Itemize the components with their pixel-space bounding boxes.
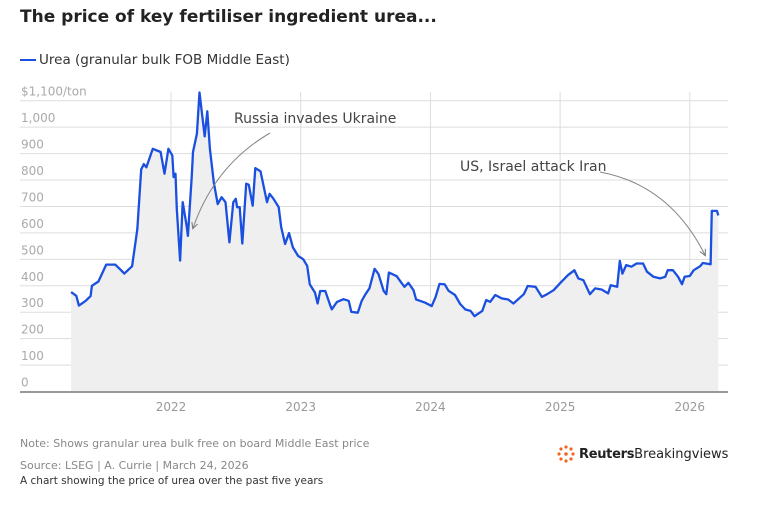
y-tick-label: 0 — [21, 376, 29, 390]
reuters-breakingviews-logo: Reuters Breakingviews — [556, 444, 728, 464]
chart-title: The price of key fertiliser ingredient u… — [20, 7, 437, 27]
logo-reuters: Reuters — [579, 446, 635, 462]
y-tick-label: 100 — [21, 349, 44, 363]
reuters-dots-icon — [557, 445, 575, 463]
footnote: Note: Shows granular urea bulk free on b… — [20, 437, 370, 450]
y-tick-label: 400 — [21, 270, 44, 284]
y-tick-label: 500 — [21, 243, 44, 257]
y-tick-label: 300 — [21, 296, 44, 310]
y-tick-label: 900 — [21, 138, 44, 152]
x-tick-label: 2025 — [545, 400, 576, 414]
y-tick-label: 800 — [21, 164, 44, 178]
y-tick-label: $1,100/ton — [21, 85, 87, 99]
logo-breakingviews: Breakingviews — [634, 446, 729, 462]
chart-caption: A chart showing the price of urea over t… — [20, 475, 324, 487]
legend-label: Urea (granular bulk FOB Middle East) — [39, 52, 290, 68]
annotation-russia: Russia invades Ukraine — [234, 111, 396, 127]
series-line — [70, 91, 720, 318]
y-tick-label: 200 — [21, 323, 44, 337]
x-tick-label: 2022 — [156, 400, 187, 414]
annotation-arrow-iran — [599, 171, 705, 255]
x-tick-label: 2026 — [675, 400, 706, 414]
y-tick-label: 600 — [21, 217, 44, 231]
x-tick-label: 2024 — [415, 400, 446, 414]
x-tick-label: 2023 — [285, 400, 316, 414]
legend-swatch — [20, 58, 36, 62]
legend: Urea (granular bulk FOB Middle East) — [20, 52, 290, 68]
area-fill — [71, 92, 719, 392]
y-tick-label: 700 — [21, 190, 44, 204]
annotation-iran: US, Israel attack Iran — [460, 159, 606, 175]
y-tick-label: 1,000 — [21, 111, 55, 125]
annotation-arrow-russia — [193, 132, 271, 228]
source-line: Source: LSEG | A. Currie | March 24, 202… — [20, 459, 249, 472]
